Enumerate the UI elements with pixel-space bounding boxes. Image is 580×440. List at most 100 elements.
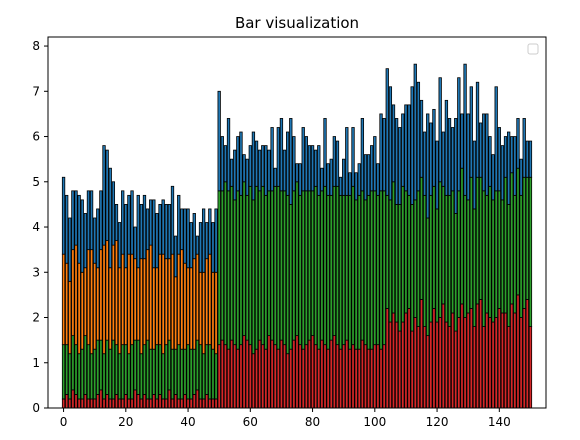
bar-orange-18	[117, 267, 122, 355]
bar-red-131	[469, 308, 473, 409]
bar-green-21	[127, 353, 131, 400]
bar-green-10	[93, 348, 97, 400]
bar-green-64	[261, 185, 265, 346]
bar-red-43	[195, 389, 200, 409]
bar-orange-48	[211, 271, 215, 350]
bar-green-61	[251, 199, 256, 355]
bar-orange-45	[201, 271, 206, 355]
bar-blue-84	[323, 118, 327, 187]
bar-blue-100	[373, 136, 377, 192]
bar-red-61	[251, 353, 256, 409]
bar-green-115	[419, 176, 424, 300]
bar-green-130	[466, 199, 470, 314]
bar-orange-4	[74, 244, 78, 346]
bar-blue-103	[382, 118, 386, 192]
bar-green-27	[145, 339, 150, 400]
y-tick-label: 2	[32, 311, 40, 325]
bar-green-29	[152, 348, 156, 395]
bar-green-123	[444, 194, 449, 323]
bar-green-47	[208, 344, 212, 400]
bar-blue-107	[394, 118, 399, 205]
bar-blue-138	[491, 154, 495, 201]
bar-blue-115	[419, 99, 424, 178]
bar-green-93	[351, 185, 355, 346]
bar-orange-1	[65, 262, 69, 346]
bar-red-115	[419, 299, 424, 409]
bar-green-51	[220, 190, 224, 341]
bar-blue-66	[267, 149, 271, 192]
bar-red-56	[236, 348, 240, 409]
bar-red-77	[301, 348, 305, 409]
chart-title: Bar visualization	[235, 14, 359, 32]
bar-red-118	[429, 321, 433, 409]
bar-red-74	[292, 339, 296, 409]
bar-blue-65	[264, 145, 268, 196]
bar-red-114	[416, 326, 421, 409]
bar-green-34	[167, 339, 172, 391]
bar-blue-49	[214, 208, 218, 273]
bar-green-101	[376, 194, 380, 346]
bar-red-57	[239, 344, 243, 409]
bar-green-110	[404, 190, 408, 314]
bar-green-102	[379, 190, 383, 350]
bar-blue-90	[342, 158, 346, 196]
bar-green-25	[139, 353, 144, 400]
bar-green-22	[130, 344, 134, 400]
bar-orange-17	[114, 240, 119, 346]
bar-orange-24	[136, 267, 140, 341]
bar-red-97	[363, 344, 368, 409]
bar-blue-114	[416, 81, 421, 192]
bar-blue-88	[335, 140, 340, 187]
bar-blue-27	[145, 208, 150, 251]
bar-red-15	[108, 398, 112, 409]
bar-blue-63	[257, 149, 262, 192]
bar-blue-141	[500, 145, 505, 201]
bar-red-85	[326, 348, 330, 409]
bar-red-86	[329, 339, 333, 409]
bar-green-53	[226, 190, 231, 350]
bar-green-78	[304, 190, 308, 346]
bar-blue-22	[130, 190, 134, 255]
bar-green-14	[105, 339, 109, 395]
bar-orange-49	[214, 271, 218, 355]
bar-blue-116	[422, 131, 427, 196]
bar-green-119	[432, 185, 436, 309]
bar-red-78	[304, 344, 308, 409]
bar-blue-127	[457, 77, 461, 192]
bar-blue-17	[114, 203, 119, 241]
bar-green-150	[528, 176, 533, 327]
bar-red-27	[145, 398, 150, 409]
bar-green-33	[164, 344, 168, 400]
bar-orange-30	[155, 267, 159, 346]
bar-orange-34	[167, 258, 172, 341]
bar-blue-136	[485, 113, 489, 196]
bar-red-37	[177, 398, 181, 409]
bar-green-99	[370, 190, 374, 350]
bar-red-31	[158, 394, 162, 409]
bar-orange-41	[189, 267, 193, 350]
y-tick-label: 4	[32, 220, 40, 234]
bar-orange-23	[133, 258, 137, 341]
bar-green-125	[450, 190, 455, 314]
bar-red-141	[500, 312, 505, 409]
bar-blue-34	[167, 203, 172, 260]
bar-red-94	[354, 348, 358, 409]
bar-red-69	[276, 348, 280, 409]
bar-green-91	[345, 194, 349, 341]
y-tick-label: 0	[32, 401, 40, 415]
bar-blue-70	[279, 118, 284, 192]
bar-blue-137	[488, 136, 492, 187]
bar-blue-132	[472, 140, 477, 210]
bar-green-106	[391, 181, 396, 314]
bar-red-60	[248, 344, 252, 409]
x-tick-label: 60	[243, 415, 258, 429]
bar-red-143	[507, 326, 511, 409]
bar-red-125	[450, 312, 455, 409]
bar-green-28	[149, 348, 153, 400]
bar-red-1	[65, 394, 69, 409]
bar-orange-20	[124, 267, 128, 346]
bar-red-6	[80, 398, 84, 409]
bar-red-58	[242, 335, 246, 409]
bar-blue-102	[379, 113, 383, 192]
bar-red-88	[335, 344, 340, 409]
